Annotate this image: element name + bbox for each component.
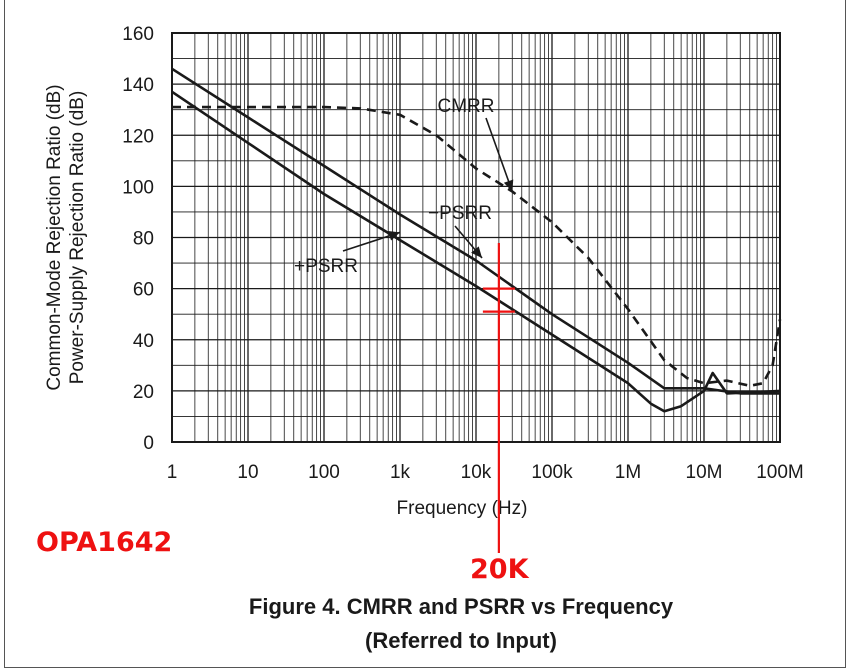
y-tick-label: 60 xyxy=(133,280,154,301)
x-tick-label: 1M xyxy=(615,462,641,483)
plot-frame xyxy=(171,32,781,443)
y-tick-label: 0 xyxy=(143,433,154,454)
y-tick-label: 140 xyxy=(122,75,154,96)
annotation-label: +PSRR xyxy=(294,256,358,277)
annotation-label: −PSRR xyxy=(428,203,492,224)
y-tick-label: 120 xyxy=(122,126,154,147)
x-tick-label: 10k xyxy=(461,462,492,483)
figure-subcaption: (Referred to Input) xyxy=(365,628,557,653)
y-axis-label-psrr: Power-Supply Rejection Ratio (dB) xyxy=(67,91,88,385)
x-axis-label: Frequency (Hz) xyxy=(397,498,528,519)
x-tick-label: 1k xyxy=(390,462,411,483)
device-label: OPA1642 xyxy=(36,527,173,558)
series-line-2 xyxy=(171,90,781,413)
x-tick-label: 10 xyxy=(237,462,258,483)
annotation-arrowhead xyxy=(503,179,514,192)
figure-frame xyxy=(4,0,846,668)
annotation-label: CMRR xyxy=(438,96,495,117)
annotation-arrowhead xyxy=(471,246,483,258)
marker-label: 20K xyxy=(470,554,529,585)
annotation-arrowhead xyxy=(387,231,400,241)
chart: 1 10 100 1k 10k 100k 1M 10M 100M 0 20 40 60 80 100 120 1… xyxy=(44,24,804,553)
figure-caption: Figure 4. CMRR and PSRR vs Frequency xyxy=(248,594,674,619)
x-tick-label: 100M xyxy=(756,462,804,483)
x-tick-label: 100k xyxy=(531,462,573,483)
y-tick-label: 160 xyxy=(122,24,154,45)
y-tick-label: 20 xyxy=(133,382,154,403)
series-line-1 xyxy=(171,67,780,395)
x-tick-label: 1 xyxy=(167,462,178,483)
x-tick-label: 100 xyxy=(308,462,340,483)
y-axis-label-cmrr: Common-Mode Rejection Ratio (dB) xyxy=(44,84,65,390)
annotation-leader xyxy=(485,117,514,192)
x-tick-label: 10M xyxy=(686,462,723,483)
y-tick-label: 40 xyxy=(133,331,154,352)
y-tick-label: 100 xyxy=(122,177,154,198)
y-tick-label: 80 xyxy=(133,229,154,250)
series-line-0 xyxy=(172,105,782,388)
